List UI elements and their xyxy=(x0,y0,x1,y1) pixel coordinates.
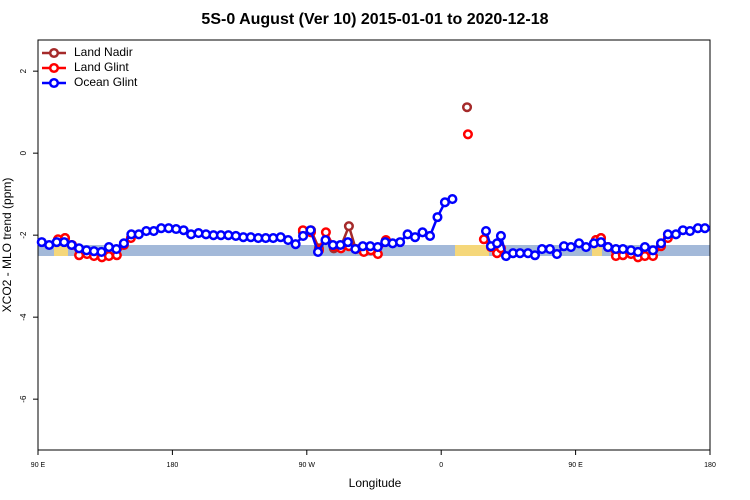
data-point xyxy=(617,244,628,255)
data-point xyxy=(432,212,443,223)
chart-title: 5S-0 August (Ver 10) 2015-01-01 to 2020-… xyxy=(201,11,548,28)
data-point xyxy=(536,244,548,255)
y-tick-label: 2 xyxy=(19,68,28,73)
data-point xyxy=(410,232,421,243)
x-tick-label: 180 xyxy=(167,462,179,469)
data-point xyxy=(551,248,562,260)
data-point xyxy=(111,244,122,255)
x-tick-label: 90 E xyxy=(568,462,583,469)
data-point xyxy=(305,225,316,236)
data-point xyxy=(395,237,406,248)
data-point xyxy=(312,246,324,258)
data-point xyxy=(632,246,644,258)
legend-label: Ocean Glint xyxy=(74,75,138,89)
data-point xyxy=(424,230,436,242)
data-point xyxy=(639,242,650,253)
data-point xyxy=(495,230,506,242)
x-tick-label: 0 xyxy=(439,462,443,469)
x-tick-label: 90 E xyxy=(31,462,46,469)
data-point xyxy=(529,250,541,261)
y-tick-label: -4 xyxy=(19,313,28,321)
legend-label: Land Nadir xyxy=(74,45,133,59)
data-point xyxy=(480,226,492,237)
data-point xyxy=(320,227,331,238)
data-point xyxy=(461,102,473,113)
y-tick-label: -2 xyxy=(19,231,28,239)
legend-marker xyxy=(48,47,60,59)
data-point xyxy=(647,245,659,256)
data-point xyxy=(447,194,458,205)
data-point xyxy=(684,226,696,237)
legend-marker xyxy=(48,62,60,74)
x-tick-label: 90 W xyxy=(299,462,316,469)
data-point xyxy=(565,242,577,253)
legend-label: Land Glint xyxy=(74,60,129,74)
data-point xyxy=(417,227,428,238)
data-point xyxy=(581,242,592,253)
y-tick-label: -6 xyxy=(19,395,28,403)
data-point xyxy=(699,223,710,234)
data-point xyxy=(662,229,673,240)
data-point xyxy=(492,238,503,249)
data-point xyxy=(595,237,607,248)
data-point xyxy=(343,221,354,232)
data-point xyxy=(96,246,107,258)
land-band xyxy=(592,245,602,256)
data-point xyxy=(602,242,614,253)
data-point xyxy=(178,225,189,236)
data-point xyxy=(670,229,682,240)
data-point xyxy=(298,230,309,242)
y-tick-label: 0 xyxy=(19,150,28,155)
data-point xyxy=(118,238,129,249)
legend-marker xyxy=(48,77,60,89)
data-point xyxy=(655,238,667,249)
data-point xyxy=(372,242,383,253)
data-point xyxy=(283,235,294,246)
x-axis-label: Longitude xyxy=(349,476,402,490)
data-point xyxy=(342,237,353,248)
data-point xyxy=(290,239,301,250)
x-tick-label: 180 xyxy=(704,462,716,469)
land-band xyxy=(54,245,68,256)
y-axis-label: XCO2 - MLO trend (ppm) xyxy=(0,178,14,313)
data-point xyxy=(544,244,555,255)
land-band xyxy=(455,245,489,256)
data-point xyxy=(320,235,331,246)
data-point xyxy=(462,129,473,140)
data-point xyxy=(514,248,526,259)
